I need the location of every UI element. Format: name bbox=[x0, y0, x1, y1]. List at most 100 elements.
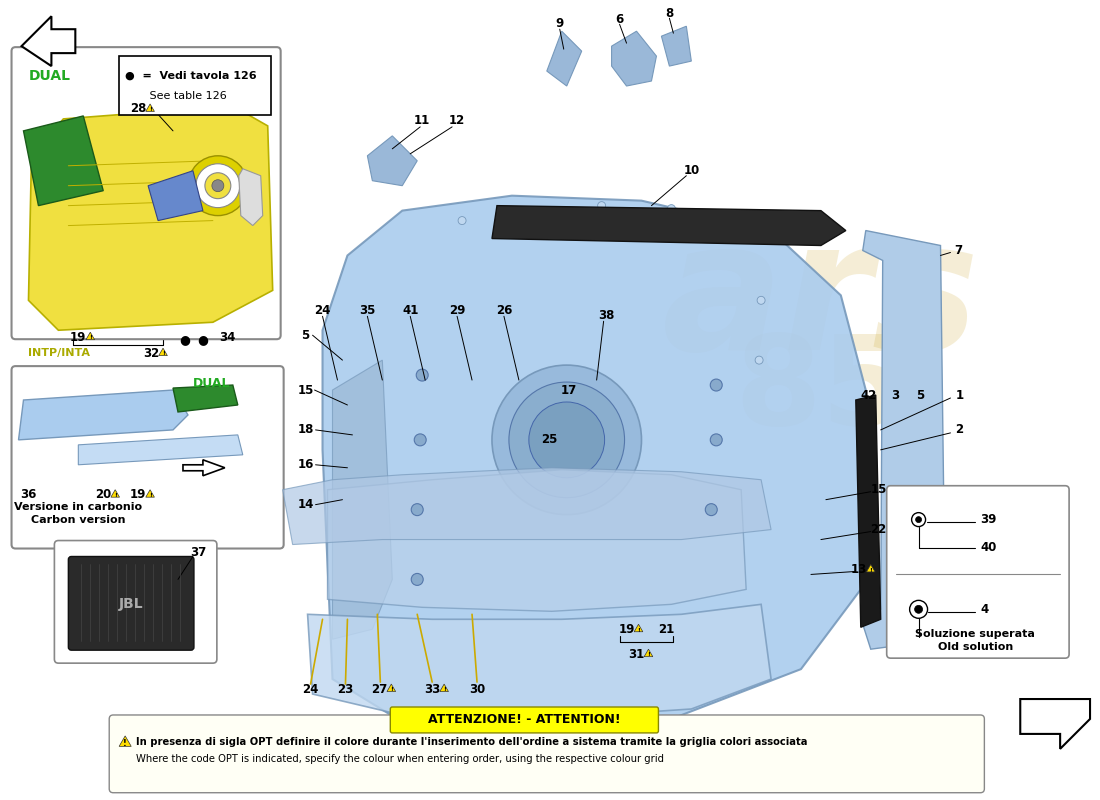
Text: 24: 24 bbox=[302, 682, 319, 695]
Polygon shape bbox=[1021, 699, 1090, 749]
Text: !: ! bbox=[123, 739, 126, 749]
Circle shape bbox=[755, 356, 763, 364]
Circle shape bbox=[212, 180, 223, 192]
Polygon shape bbox=[635, 624, 642, 632]
Polygon shape bbox=[283, 468, 771, 545]
Text: 85: 85 bbox=[734, 330, 908, 450]
Text: 7: 7 bbox=[955, 244, 962, 257]
Polygon shape bbox=[332, 360, 393, 639]
Text: 16: 16 bbox=[297, 458, 313, 471]
Circle shape bbox=[509, 382, 625, 498]
Circle shape bbox=[910, 600, 927, 618]
Text: JBL: JBL bbox=[119, 598, 143, 611]
Polygon shape bbox=[612, 31, 657, 86]
Circle shape bbox=[492, 365, 641, 514]
Polygon shape bbox=[387, 684, 396, 691]
Text: 22: 22 bbox=[870, 523, 887, 536]
Text: Old solution: Old solution bbox=[938, 642, 1013, 652]
Polygon shape bbox=[19, 390, 188, 440]
Circle shape bbox=[205, 173, 231, 198]
Text: 39: 39 bbox=[980, 513, 997, 526]
Text: 23: 23 bbox=[338, 682, 353, 695]
Text: 29: 29 bbox=[449, 304, 465, 317]
Circle shape bbox=[529, 402, 605, 478]
Text: !: ! bbox=[637, 627, 640, 633]
Circle shape bbox=[458, 217, 466, 225]
Polygon shape bbox=[862, 230, 946, 649]
Polygon shape bbox=[661, 26, 691, 66]
Text: In presenza di sigla OPT definire il colore durante l'inserimento dell'ordine a : In presenza di sigla OPT definire il col… bbox=[136, 737, 807, 747]
Polygon shape bbox=[111, 490, 120, 497]
Text: 37: 37 bbox=[190, 546, 206, 559]
FancyBboxPatch shape bbox=[119, 56, 271, 115]
Text: !: ! bbox=[113, 493, 117, 498]
Polygon shape bbox=[440, 684, 449, 691]
Text: 24: 24 bbox=[315, 304, 331, 317]
Text: 26: 26 bbox=[496, 304, 513, 317]
Polygon shape bbox=[78, 435, 243, 465]
Text: 42: 42 bbox=[860, 389, 877, 402]
Text: ●: ● bbox=[198, 333, 208, 346]
Text: DUAL: DUAL bbox=[192, 377, 230, 390]
Text: 36: 36 bbox=[20, 488, 36, 501]
Text: 34: 34 bbox=[220, 330, 236, 344]
Polygon shape bbox=[23, 116, 103, 206]
Polygon shape bbox=[146, 104, 154, 111]
Text: Versione in carbonio: Versione in carbonio bbox=[14, 502, 142, 512]
Polygon shape bbox=[645, 649, 652, 657]
Text: ●: ● bbox=[179, 333, 190, 346]
Circle shape bbox=[415, 434, 426, 446]
Circle shape bbox=[416, 369, 428, 381]
Text: 15: 15 bbox=[870, 483, 887, 496]
Polygon shape bbox=[183, 460, 224, 476]
Polygon shape bbox=[367, 136, 417, 186]
Circle shape bbox=[747, 217, 755, 225]
Text: 35: 35 bbox=[360, 304, 375, 317]
Text: !: ! bbox=[869, 568, 872, 573]
Text: !: ! bbox=[148, 107, 152, 112]
Text: 8: 8 bbox=[666, 6, 673, 20]
Text: Soluzione superata: Soluzione superata bbox=[915, 630, 1035, 639]
Polygon shape bbox=[328, 470, 746, 611]
Text: 17: 17 bbox=[561, 383, 576, 397]
Text: 15: 15 bbox=[297, 383, 313, 397]
Text: 1: 1 bbox=[956, 389, 964, 402]
Circle shape bbox=[705, 504, 717, 516]
Text: 31: 31 bbox=[628, 648, 645, 661]
Circle shape bbox=[668, 205, 675, 213]
FancyBboxPatch shape bbox=[109, 715, 984, 793]
Text: 4: 4 bbox=[980, 603, 989, 616]
Text: 41: 41 bbox=[403, 304, 418, 317]
Text: !: ! bbox=[148, 493, 152, 498]
Text: !: ! bbox=[389, 687, 393, 692]
Text: 19: 19 bbox=[130, 488, 146, 501]
Text: DUAL: DUAL bbox=[29, 69, 70, 83]
Polygon shape bbox=[22, 16, 75, 66]
Text: INTP/INTA: INTP/INTA bbox=[29, 348, 90, 358]
Text: 40: 40 bbox=[980, 541, 997, 554]
Text: 9: 9 bbox=[556, 17, 564, 30]
Circle shape bbox=[188, 156, 248, 215]
Text: !: ! bbox=[443, 687, 446, 692]
FancyBboxPatch shape bbox=[68, 557, 194, 650]
Circle shape bbox=[711, 434, 723, 446]
Text: 13: 13 bbox=[850, 563, 867, 576]
Text: 30: 30 bbox=[469, 682, 485, 695]
Polygon shape bbox=[146, 490, 154, 497]
Text: ●  =  Vedi tavola 126: ● = Vedi tavola 126 bbox=[125, 71, 256, 81]
Text: 33: 33 bbox=[424, 682, 440, 695]
Circle shape bbox=[528, 206, 536, 214]
Text: 32: 32 bbox=[143, 346, 160, 360]
Text: 20: 20 bbox=[95, 488, 111, 501]
Polygon shape bbox=[173, 385, 238, 412]
Polygon shape bbox=[322, 196, 866, 729]
Polygon shape bbox=[86, 332, 95, 340]
Text: 11: 11 bbox=[414, 114, 430, 127]
Polygon shape bbox=[867, 565, 876, 572]
Text: 3: 3 bbox=[892, 389, 900, 402]
FancyBboxPatch shape bbox=[11, 47, 280, 339]
Circle shape bbox=[196, 164, 240, 208]
Circle shape bbox=[411, 504, 424, 516]
Polygon shape bbox=[148, 170, 202, 221]
Text: 21: 21 bbox=[658, 622, 674, 636]
